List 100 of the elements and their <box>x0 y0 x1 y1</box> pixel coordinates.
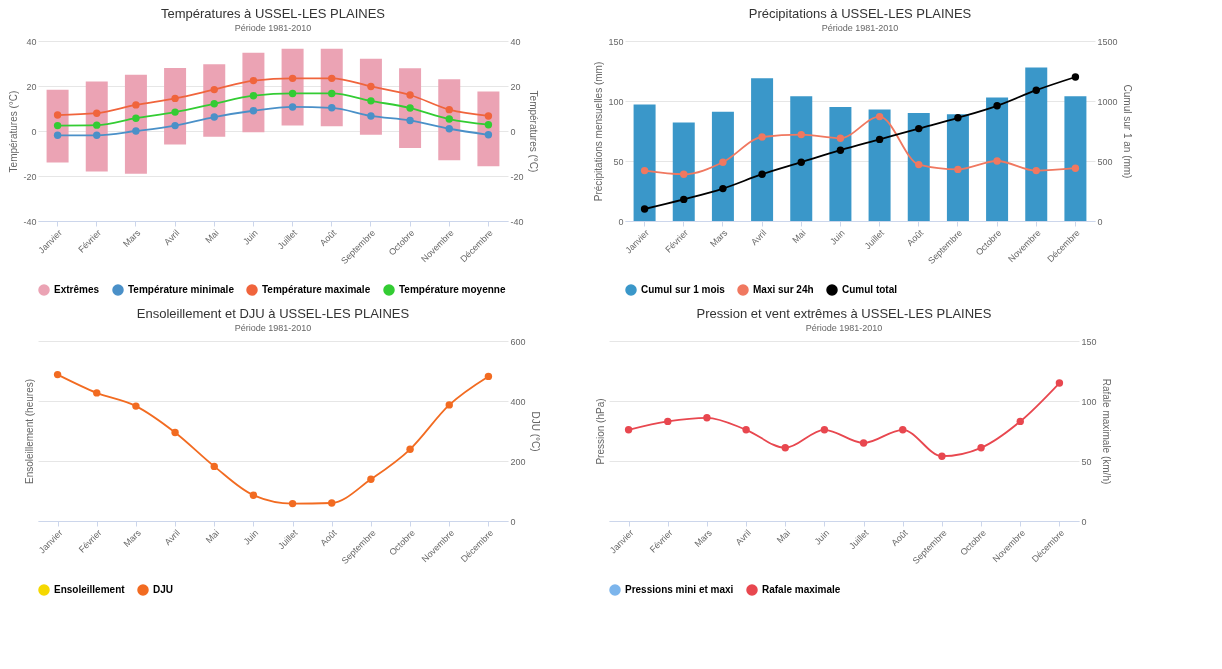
point <box>53 111 62 119</box>
point <box>53 131 62 139</box>
point <box>249 76 258 85</box>
bar <box>829 107 852 221</box>
point <box>210 100 218 108</box>
legend-label: Température moyenne <box>399 284 506 295</box>
y2-axis-title: Cumul sur 1 an (mm) <box>1121 84 1133 179</box>
point <box>288 74 297 83</box>
point <box>836 146 845 154</box>
point <box>820 426 829 434</box>
y-tick-label: -40 <box>23 216 37 227</box>
point <box>406 116 414 125</box>
point <box>719 158 727 166</box>
chart-subtitle: Période 1981-2010 <box>234 323 312 333</box>
bar <box>946 114 969 221</box>
point <box>836 134 845 142</box>
point <box>367 82 375 91</box>
x-tick-label: Mai <box>203 227 221 246</box>
y-axis-title: Pression (hPa) <box>594 398 606 465</box>
bar <box>751 78 774 221</box>
y2-tick-label: 100 <box>1081 396 1097 407</box>
y-tick-label: -20 <box>23 171 37 182</box>
legend-label: Pressions mini et maxi <box>625 584 734 595</box>
chart-subtitle: Période 1981-2010 <box>805 323 883 333</box>
point <box>171 94 179 103</box>
legend-label: Cumul sur 1 mois <box>641 284 726 295</box>
point <box>328 89 336 98</box>
x-tick-label: Mai <box>790 227 808 246</box>
x-tick-label: Juin <box>241 227 260 247</box>
point <box>132 127 140 135</box>
bar <box>907 113 930 221</box>
y2-axis-title: Températures (°C) <box>527 90 539 173</box>
bar <box>672 122 695 221</box>
y2-tick-label: 0 <box>510 516 516 527</box>
point <box>680 170 688 178</box>
point <box>288 103 297 111</box>
point <box>915 160 923 169</box>
x-tick-label: Mai <box>203 527 222 546</box>
y-tick-label: 100 <box>608 96 624 107</box>
legend-label: DJU <box>153 584 174 595</box>
point <box>993 157 1001 165</box>
legend-label: Maxi sur 24h <box>753 284 814 295</box>
y2-tick-label: 20 <box>510 81 521 92</box>
point <box>758 170 766 178</box>
y-tick-label: 150 <box>608 36 624 47</box>
y2-tick-label: 50 <box>1081 456 1092 467</box>
point <box>328 499 336 507</box>
chart-subtitle: Période 1981-2010 <box>234 23 312 33</box>
point <box>328 104 336 112</box>
chart-title: Températures à USSEL-LES PLAINES <box>161 6 386 21</box>
y-axis-title: Températures (°C) <box>8 90 20 173</box>
point <box>132 101 140 109</box>
point <box>915 124 923 133</box>
chart-subtitle: Période 1981-2010 <box>821 23 899 33</box>
x-tick-label: Juin <box>828 227 847 247</box>
point <box>445 105 453 114</box>
point <box>875 135 884 144</box>
point <box>132 114 140 122</box>
x-tick-label: Juin <box>812 527 832 547</box>
point <box>859 439 868 447</box>
point <box>288 89 297 98</box>
point <box>367 475 375 483</box>
point <box>249 107 258 115</box>
point <box>484 372 493 381</box>
y-tick-label: 20 <box>26 81 37 92</box>
y-axis-title: Précipitations mensuelles (mm) <box>593 61 605 202</box>
y-axis-title: Ensoleillement (heures) <box>23 378 35 485</box>
y2-axis-title: Rafale maximale (km/h) <box>1100 378 1112 485</box>
chart-title: Pression et vent extrêmes à USSEL-LES PLAINES <box>696 306 992 321</box>
y-tick-label: 0 <box>31 126 37 137</box>
y2-tick-label: 1000 <box>1097 96 1118 107</box>
chart-title: Précipitations à USSEL-LES PLAINES <box>748 6 972 21</box>
chart-title: Ensoleillement et DJU à USSEL-LES PLAINES <box>136 306 410 321</box>
y2-tick-label: 0 <box>1081 516 1087 527</box>
point <box>249 91 258 100</box>
point <box>954 165 962 174</box>
point <box>742 426 750 434</box>
point <box>797 130 805 139</box>
point <box>210 113 218 121</box>
y2-tick-label: 150 <box>1081 336 1097 347</box>
point <box>993 102 1001 110</box>
point <box>1071 164 1080 172</box>
point <box>1032 166 1040 175</box>
point <box>680 195 688 204</box>
point <box>954 114 962 122</box>
point <box>93 131 101 139</box>
y2-tick-label: 0 <box>510 126 516 137</box>
point <box>445 115 453 123</box>
y-tick-label: 0 <box>618 216 624 227</box>
point <box>367 97 375 105</box>
point <box>758 133 766 141</box>
y2-tick-label: 1500 <box>1097 36 1118 47</box>
point <box>93 109 101 117</box>
point <box>797 158 805 166</box>
legend-label: Rafale maximale <box>762 584 841 595</box>
point <box>484 131 493 139</box>
point <box>171 428 179 437</box>
bar <box>868 109 891 221</box>
y2-tick-label: -20 <box>510 171 524 182</box>
bar <box>1064 96 1087 221</box>
